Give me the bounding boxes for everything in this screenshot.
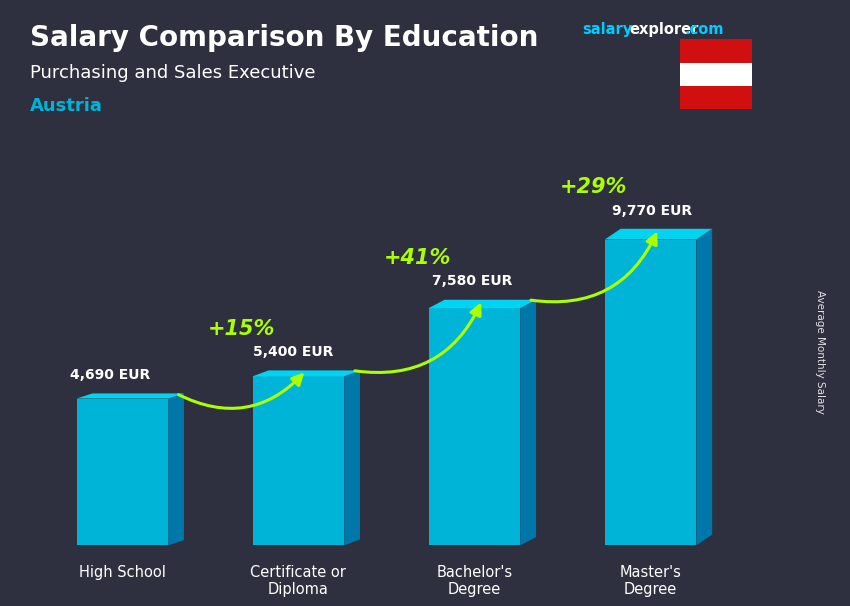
- FancyArrowPatch shape: [531, 235, 656, 302]
- Bar: [680, 39, 752, 63]
- Polygon shape: [76, 399, 168, 545]
- Polygon shape: [428, 300, 536, 308]
- Text: +15%: +15%: [207, 319, 275, 339]
- Polygon shape: [604, 239, 696, 545]
- Polygon shape: [696, 229, 712, 545]
- Text: +41%: +41%: [383, 248, 451, 268]
- Text: 9,770 EUR: 9,770 EUR: [612, 204, 692, 218]
- FancyArrowPatch shape: [178, 375, 302, 408]
- Polygon shape: [76, 393, 184, 399]
- Text: explorer: explorer: [629, 22, 699, 38]
- Text: salary: salary: [582, 22, 632, 38]
- Text: +29%: +29%: [559, 178, 627, 198]
- Bar: [680, 85, 752, 109]
- Polygon shape: [168, 393, 184, 545]
- Text: Salary Comparison By Education: Salary Comparison By Education: [30, 24, 538, 52]
- Polygon shape: [252, 370, 360, 376]
- Text: Average Monthly Salary: Average Monthly Salary: [815, 290, 825, 413]
- Text: 4,690 EUR: 4,690 EUR: [70, 368, 150, 382]
- Polygon shape: [604, 229, 712, 239]
- Text: 7,580 EUR: 7,580 EUR: [432, 275, 513, 288]
- Bar: [680, 63, 752, 85]
- Polygon shape: [428, 308, 520, 545]
- FancyArrowPatch shape: [354, 305, 480, 373]
- Text: Purchasing and Sales Executive: Purchasing and Sales Executive: [30, 64, 315, 82]
- Text: .com: .com: [684, 22, 723, 38]
- Text: 5,400 EUR: 5,400 EUR: [252, 345, 333, 359]
- Polygon shape: [520, 300, 536, 545]
- Polygon shape: [344, 370, 360, 545]
- Polygon shape: [252, 376, 344, 545]
- Text: Austria: Austria: [30, 97, 103, 115]
